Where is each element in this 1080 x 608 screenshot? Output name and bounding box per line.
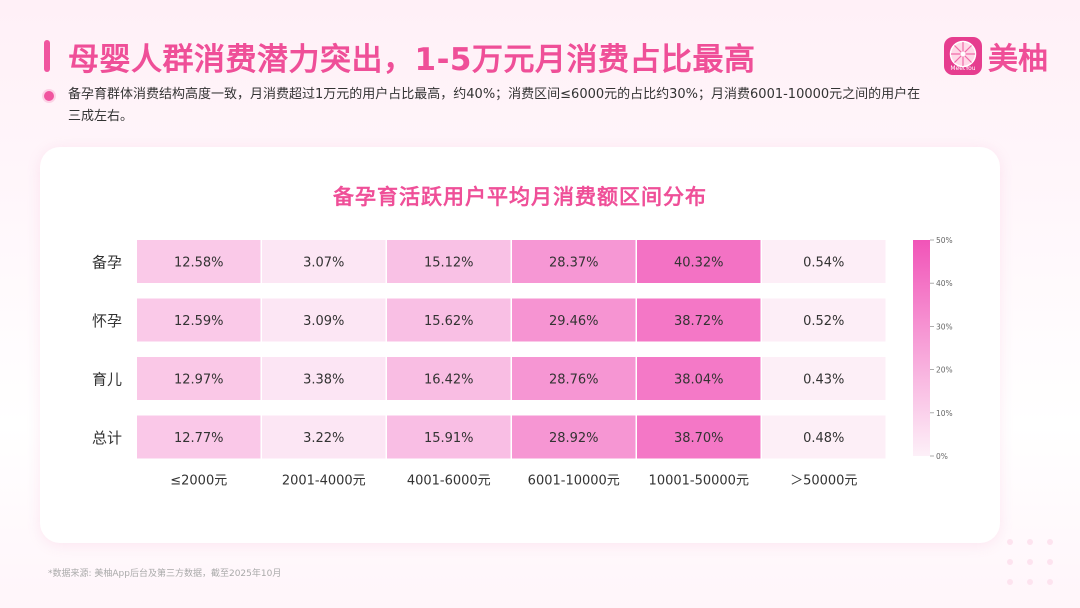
cell-value-label: 3.38% xyxy=(303,373,344,388)
heatmap-cell xyxy=(512,415,636,459)
heatmap-cell xyxy=(387,357,511,400)
page-title: 母婴人群消费潜力突出，1-5万元月消费占比最高 xyxy=(68,42,756,78)
cell-value-label: 12.77% xyxy=(174,431,224,446)
cell-value-label: 12.58% xyxy=(174,256,224,271)
heatmap-cell xyxy=(262,357,386,400)
cell-value-label: 29.46% xyxy=(549,314,599,329)
cell-value-label: 38.04% xyxy=(674,373,724,388)
cell-value-label: 3.07% xyxy=(303,256,344,271)
heatmap-cell xyxy=(637,298,761,342)
column-label: 4001-6000元 xyxy=(407,474,491,489)
chart-title: 备孕育活跃用户平均月消费额区间分布 xyxy=(333,185,707,209)
row-label: 育儿 xyxy=(92,371,122,389)
heatmap-cell xyxy=(387,415,511,459)
heatmap-cell xyxy=(387,298,511,342)
cell-value-label: 15.62% xyxy=(424,314,474,329)
title-accent-bar xyxy=(44,40,50,72)
row-label: 备孕 xyxy=(92,254,122,272)
cell-value-label: 38.70% xyxy=(674,431,724,446)
cell-value-label: 38.72% xyxy=(674,314,724,329)
heatmap-cell xyxy=(512,240,636,283)
chart-card xyxy=(40,147,1000,543)
cell-value-label: 28.37% xyxy=(549,256,599,271)
logo-subtitle: MeetYou xyxy=(950,65,976,72)
colorbar-tick-label: 50% xyxy=(936,236,953,245)
cell-value-label: 0.43% xyxy=(803,373,844,388)
column-label: ≤2000元 xyxy=(170,474,227,489)
column-label: 2001-4000元 xyxy=(282,474,366,489)
row-label: 总计 xyxy=(92,429,122,447)
heatmap-cell xyxy=(762,298,886,342)
description-text: 备孕育群体消费结构高度一致，月消费超过1万元的用户占比最高，约40%；消费区间≤… xyxy=(68,87,921,124)
data-source-note: *数据来源: 美柚App后台及第三方数据，截至2025年10月 xyxy=(48,569,282,579)
cell-value-label: 3.22% xyxy=(303,431,344,446)
heatmap-cell xyxy=(637,357,761,400)
cell-value-label: 15.12% xyxy=(424,256,474,271)
cell-value-label: 0.48% xyxy=(803,431,844,446)
cell-value-label: 28.92% xyxy=(549,431,599,446)
heatmap-cell xyxy=(262,240,386,283)
heatmap-cell xyxy=(512,357,636,400)
heatmap-cell xyxy=(512,298,636,342)
column-label: 10001-50000元 xyxy=(649,474,749,489)
colorbar-tick-label: 0% xyxy=(936,452,948,461)
heatmap-cell xyxy=(637,415,761,459)
heatmap-cell xyxy=(137,415,261,459)
colorbar-tick-label: 40% xyxy=(936,279,953,288)
column-label: ＞50000元 xyxy=(790,474,857,489)
heatmap-cell xyxy=(762,415,886,459)
heatmap-cell xyxy=(137,298,261,342)
heatmap-cell xyxy=(262,298,386,342)
cell-value-label: 0.52% xyxy=(803,314,844,329)
heatmap-cell xyxy=(637,240,761,283)
bullet-dot xyxy=(44,91,54,101)
cell-value-label: 16.42% xyxy=(424,373,474,388)
logo-name: 美柚 xyxy=(988,42,1048,77)
cell-value-label: 15.91% xyxy=(424,431,474,446)
heatmap-cell xyxy=(137,240,261,283)
colorbar-tick-label: 20% xyxy=(936,366,953,375)
brand-logo: MeetYou 美柚 xyxy=(944,34,1048,78)
heatmap-cell xyxy=(387,240,511,283)
cell-value-label: 0.54% xyxy=(803,256,844,271)
cell-value-label: 12.59% xyxy=(174,314,224,329)
colorbar-tick-label: 30% xyxy=(936,322,953,331)
heatmap-cell xyxy=(137,357,261,400)
colorbar-tick-label: 10% xyxy=(936,409,953,418)
cell-value-label: 40.32% xyxy=(674,256,724,271)
decorative-dots xyxy=(1007,539,1053,585)
cell-value-label: 12.97% xyxy=(174,373,224,388)
grapefruit-icon: MeetYou xyxy=(944,37,982,75)
row-label: 怀孕 xyxy=(92,312,122,330)
colorbar xyxy=(913,240,930,456)
cell-value-label: 28.76% xyxy=(549,373,599,388)
heatmap-cell xyxy=(762,357,886,400)
cell-value-label: 3.09% xyxy=(303,314,344,329)
heatmap-cell xyxy=(762,240,886,283)
column-label: 6001-10000元 xyxy=(528,474,620,489)
heatmap-cell xyxy=(262,415,386,459)
